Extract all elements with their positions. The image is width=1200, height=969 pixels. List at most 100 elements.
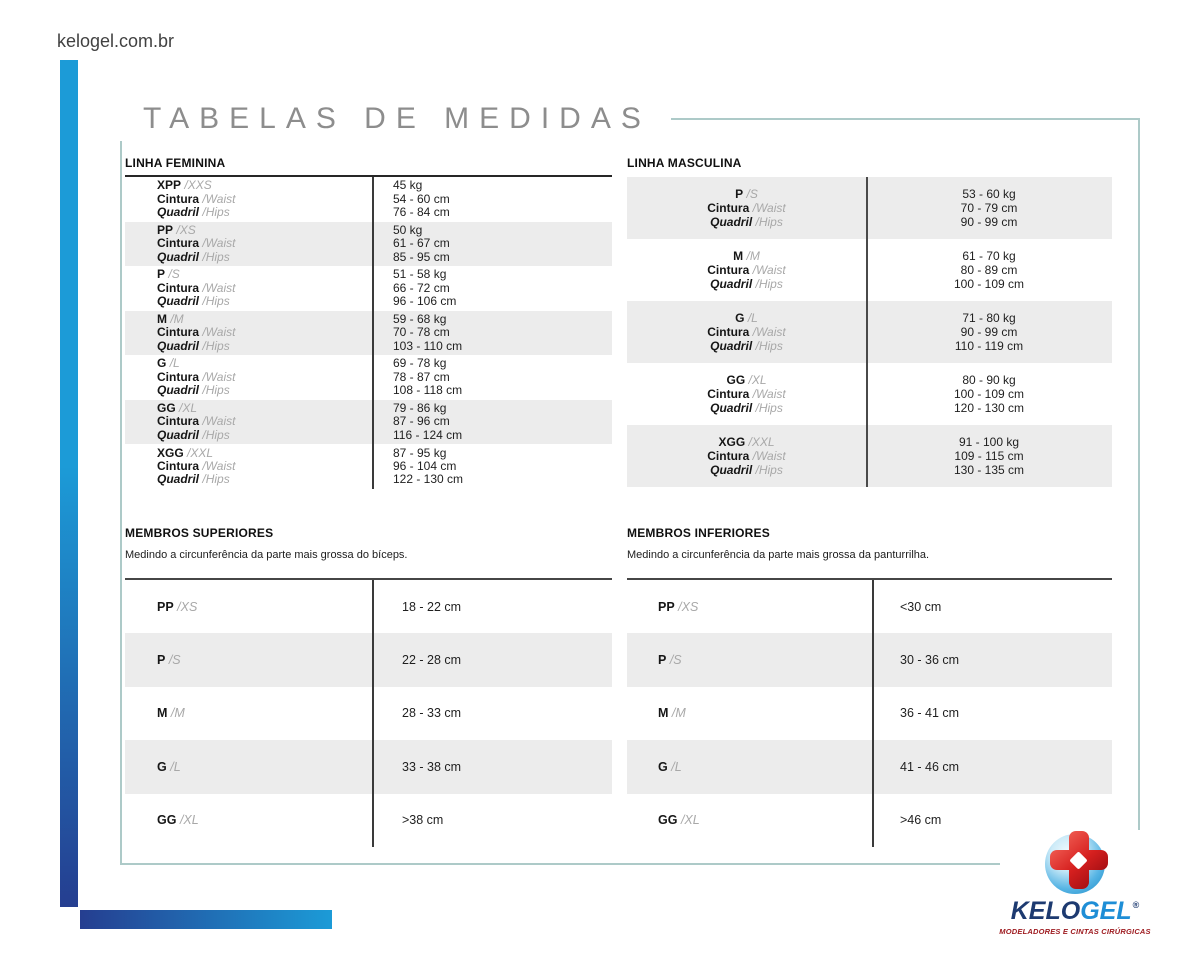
size-code: P — [157, 653, 166, 668]
weight-value: 80 - 90 kg — [962, 372, 1016, 387]
waist-label: Cintura — [157, 191, 199, 206]
waist-label-intl: /Waist — [202, 325, 236, 340]
measure-values-cell: 61 - 70 kg 80 - 89 cm 100 - 109 cm — [866, 239, 1112, 301]
waist-label: Cintura — [157, 458, 199, 473]
measure-values-cell: 53 - 60 kg 70 - 79 cm 90 - 99 cm — [866, 177, 1112, 239]
size-code-intl: /L — [747, 310, 758, 325]
size-row: XPP /XXS Cintura /Waist Quadril /Hips 45… — [125, 177, 612, 222]
weight-value: 87 - 95 kg — [393, 445, 447, 460]
weight-value: 53 - 60 kg — [962, 186, 1016, 201]
size-line: P /S — [627, 187, 866, 201]
waist-line: Cintura /Waist — [157, 369, 372, 384]
waist-value: 66 - 72 cm — [393, 280, 450, 295]
measure-value-cell: 41 - 46 cm — [872, 760, 959, 774]
size-row: P /S Cintura /Waist Quadril /Hips 51 - 5… — [125, 266, 612, 311]
size-label-cell: G /L Cintura /Waist Quadril /Hips — [627, 301, 866, 363]
waist-label-intl: /Waist — [752, 262, 786, 277]
hips-line: Quadril /Hips — [157, 204, 372, 219]
hips-line: Quadril /Hips — [157, 473, 372, 486]
waist-label: Cintura — [157, 236, 199, 251]
hips-value: 108 - 118 cm — [393, 383, 463, 398]
measure-value-cell: 18 - 22 cm — [372, 600, 461, 614]
hips-label-intl: /Hips — [202, 383, 230, 398]
weight-value: 69 - 78 kg — [393, 356, 447, 371]
hips-line: Quadril /Hips — [157, 384, 372, 397]
size-code-intl: /S — [168, 653, 181, 668]
size-label-cell: GG /XL Cintura /Waist Quadril /Hips — [627, 363, 866, 425]
hips-line: Quadril /Hips — [157, 339, 372, 353]
hips-value: 122 - 130 cm — [393, 472, 464, 487]
size-code-intl: /S — [669, 653, 682, 668]
size-label-cell: M /M — [125, 706, 372, 720]
size-row: GG /XL Cintura /Waist Quadril /Hips 80 -… — [627, 363, 1112, 425]
circumference-value: 18 - 22 cm — [402, 599, 462, 614]
waist-label-intl: /Waist — [202, 369, 236, 384]
size-line: G /L — [627, 311, 866, 325]
hips-line: Quadril /Hips — [627, 277, 866, 291]
hips-label-intl: /Hips — [755, 463, 783, 478]
waist-label: Cintura — [157, 280, 199, 295]
size-row: M /M Cintura /Waist Quadril /Hips 59 - 6… — [125, 310, 612, 356]
size-code: G — [658, 759, 668, 774]
weight-value: 79 - 86 kg — [393, 400, 447, 415]
measure-value-cell: >38 cm — [372, 813, 443, 827]
size-label-cell: PP /XS — [627, 600, 872, 614]
circumference-value: <30 cm — [900, 599, 942, 614]
measure-value-cell: >46 cm — [872, 813, 941, 827]
size-code-intl: /M — [746, 248, 760, 263]
hips-label: Quadril — [157, 427, 200, 442]
left-accent-bar — [60, 60, 78, 907]
page-title: TABELAS DE MEDIDAS — [116, 97, 671, 141]
waist-label: Cintura — [707, 324, 750, 339]
size-label-cell: XPP /XXS Cintura /Waist Quadril /Hips — [125, 177, 372, 222]
weight-value: 61 - 70 kg — [962, 248, 1016, 263]
size-row: P /S Cintura /Waist Quadril /Hips 53 - 6… — [627, 177, 1112, 239]
size-label-cell: M /M — [627, 706, 872, 720]
waist-value: 70 - 79 cm — [960, 200, 1018, 215]
measure-value-cell: 28 - 33 cm — [372, 706, 461, 720]
size-code: G — [735, 310, 745, 325]
hips-label: Quadril — [710, 401, 753, 416]
brand-secondary: GEL — [1080, 897, 1132, 925]
size-row: G /L Cintura /Waist Quadril /Hips 71 - 8… — [627, 301, 1112, 363]
size-code: M — [658, 706, 669, 721]
waist-line: Cintura /Waist — [627, 325, 866, 339]
waist-line: Cintura /Waist — [157, 236, 372, 251]
hips-label: Quadril — [157, 204, 200, 219]
hips-value: 85 - 95 cm — [393, 249, 450, 264]
hips-value: 103 - 110 cm — [393, 338, 463, 353]
circumference-value: 36 - 41 cm — [900, 706, 960, 721]
circumference-value: 33 - 38 cm — [402, 759, 462, 774]
circumference-value: >46 cm — [900, 813, 942, 828]
hips-value: 120 - 130 cm — [953, 401, 1025, 416]
size-line: P /S — [157, 268, 372, 281]
waist-label-intl: /Waist — [752, 200, 786, 215]
hips-value: 110 - 119 cm — [954, 339, 1024, 354]
measure-row: PP /XS <30 cm — [627, 580, 1112, 633]
size-label-cell: PP /XS Cintura /Waist Quadril /Hips — [125, 222, 372, 267]
waist-label-intl: /Waist — [752, 386, 786, 401]
weight-value: 50 kg — [393, 222, 423, 237]
size-label-cell: M /M Cintura /Waist Quadril /Hips — [125, 311, 372, 356]
measure-value-cell: 22 - 28 cm — [372, 653, 461, 667]
size-code: XPP — [157, 178, 182, 193]
size-code-intl: /XXL — [187, 445, 214, 460]
waist-line: Cintura /Waist — [627, 263, 866, 277]
hips-line: Quadril /Hips — [627, 401, 866, 415]
size-line: XGG /XXL — [157, 445, 372, 460]
hips-line: Quadril /Hips — [157, 250, 372, 264]
hips-label: Quadril — [710, 339, 753, 354]
size-code-intl: /L — [170, 759, 181, 774]
waist-line: Cintura /Waist — [157, 280, 372, 295]
size-code-intl: /M — [170, 706, 185, 721]
waist-value: 80 - 89 cm — [960, 262, 1018, 277]
size-code: M — [157, 311, 167, 326]
waist-label: Cintura — [157, 325, 199, 340]
measure-row: G /L 41 - 46 cm — [627, 740, 1112, 794]
size-code: XGG — [157, 445, 184, 460]
hips-label: Quadril — [710, 463, 753, 478]
hips-value: 76 - 84 cm — [393, 204, 450, 219]
waist-label-intl: /Waist — [202, 414, 236, 429]
section-heading: MEMBROS INFERIORES — [627, 526, 770, 540]
